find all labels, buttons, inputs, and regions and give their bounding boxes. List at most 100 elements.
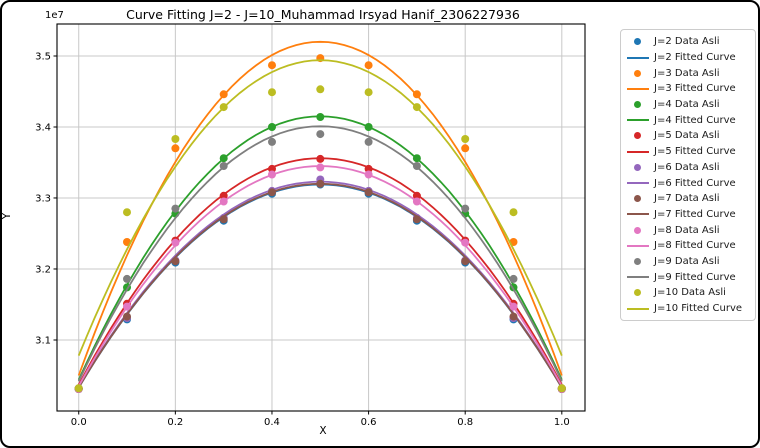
dot-icon <box>634 163 641 171</box>
legend-item: J=4 Fitted Curve <box>621 112 755 128</box>
data-point-j9 <box>364 137 373 146</box>
line-icon <box>626 182 649 185</box>
legend-item: J=8 Data Asli <box>621 222 755 238</box>
legend-item-label: J=5 Data Asli <box>654 130 720 142</box>
data-point-j10 <box>461 135 470 143</box>
fitted-curve-j10 <box>77 59 563 356</box>
data-point-j3 <box>171 144 180 153</box>
data-point-j3 <box>461 144 470 153</box>
data-point-j8 <box>412 197 421 206</box>
legend-dot-marker <box>621 38 654 46</box>
data-point-j8 <box>364 170 373 179</box>
legend-dot-marker <box>621 101 654 109</box>
data-point-j7 <box>509 312 518 321</box>
data-point-j9 <box>412 162 421 170</box>
data-point-j4 <box>364 123 373 131</box>
fitted-curve-j2 <box>77 183 563 389</box>
data-point-j10 <box>557 384 566 393</box>
legend-dot-marker <box>621 69 654 77</box>
data-point-j9 <box>316 130 325 139</box>
legend-item: J=8 Fitted Curve <box>621 238 755 254</box>
data-point-j9 <box>509 274 518 283</box>
dot-icon <box>634 69 641 77</box>
line-icon <box>626 213 649 216</box>
data-point-j9 <box>219 162 228 170</box>
legend-item-label: J=2 Data Asli <box>654 36 720 48</box>
line-icon <box>626 244 649 247</box>
data-point-j7 <box>268 188 276 197</box>
legend-item: J=10 Data Asli <box>621 285 755 301</box>
legend-item: J=9 Fitted Curve <box>621 269 755 285</box>
data-point-j5 <box>316 154 325 163</box>
data-point-j3 <box>268 61 276 70</box>
legend-item: J=6 Data Asli <box>621 160 755 176</box>
data-point-j4 <box>412 154 421 163</box>
x-tick-label: 0.6 <box>361 417 377 428</box>
line-icon <box>626 150 649 153</box>
legend-item-label: J=3 Data Asli <box>654 67 720 79</box>
x-tick-label: 0.2 <box>167 417 183 428</box>
legend-item: J=7 Data Asli <box>621 191 755 207</box>
data-point-j4 <box>219 154 228 163</box>
legend-item-label: J=9 Fitted Curve <box>654 271 736 283</box>
legend-line-marker <box>621 276 654 279</box>
data-point-j10 <box>412 103 421 112</box>
legend-line-marker <box>621 119 654 122</box>
legend-dot-marker <box>621 132 654 140</box>
fitted-curve-j7 <box>77 182 563 389</box>
y-tick-label: 3.1 <box>35 335 51 346</box>
legend-item-label: J=8 Data Asli <box>654 224 720 236</box>
data-point-j9 <box>123 274 131 283</box>
legend-dot-marker <box>621 257 654 265</box>
dot-icon <box>634 38 641 46</box>
x-tick-label: 1.0 <box>554 417 570 428</box>
data-points-j3 <box>74 54 566 393</box>
data-point-j9 <box>461 204 470 213</box>
data-point-j10 <box>364 88 373 97</box>
legend-line-marker <box>621 56 654 59</box>
data-point-j9 <box>268 137 276 146</box>
data-point-j8 <box>171 238 180 247</box>
data-point-j7 <box>171 257 180 266</box>
data-point-j5 <box>412 191 421 200</box>
legend-item-label: J=10 Data Asli <box>654 287 726 299</box>
x-axis-label: X <box>319 425 327 437</box>
legend-dot-marker <box>621 289 654 297</box>
fitted-curve-j9 <box>77 125 563 382</box>
data-point-j7 <box>364 188 373 197</box>
legend-item: J=6 Fitted Curve <box>621 175 755 191</box>
legend-dot-marker <box>621 163 654 171</box>
legend-item: J=3 Data Asli <box>621 65 755 81</box>
data-point-j8 <box>268 170 276 179</box>
data-point-j5 <box>268 164 276 173</box>
data-points-j9 <box>74 130 566 393</box>
legend-line-marker <box>621 150 654 153</box>
data-point-j8 <box>316 163 325 172</box>
dot-icon <box>634 101 641 109</box>
data-point-j10 <box>268 88 276 97</box>
legend-item: J=9 Data Asli <box>621 254 755 270</box>
data-point-j10 <box>316 85 325 94</box>
data-point-j10 <box>171 135 180 143</box>
legend-line-marker <box>621 213 654 216</box>
data-point-j3 <box>364 61 373 70</box>
data-point-j7 <box>123 312 131 321</box>
legend-item: J=7 Fitted Curve <box>621 207 755 223</box>
y-tick-label: 3.3 <box>35 193 51 204</box>
x-tick-label: 0.0 <box>71 417 87 428</box>
x-tick-label: 0.4 <box>264 417 280 428</box>
legend-item-label: J=3 Fitted Curve <box>654 83 736 95</box>
data-point-j8 <box>509 302 518 311</box>
dot-icon <box>634 132 641 140</box>
x-tick-label: 0.8 <box>457 417 473 428</box>
legend-item-label: J=8 Fitted Curve <box>654 240 736 252</box>
legend-item-label: J=5 Fitted Curve <box>654 146 736 158</box>
data-point-j7 <box>316 179 325 188</box>
legend-item: J=4 Data Asli <box>621 97 755 113</box>
data-point-j7 <box>219 215 228 224</box>
chart-title: Curve Fitting J=2 - J=10_Muhammad Irsyad… <box>126 7 520 22</box>
y-tick-label: 3.2 <box>35 264 51 275</box>
legend: J=2 Data Asli J=2 Fitted Curve J=3 Data As… <box>620 29 756 322</box>
legend-dot-marker <box>621 195 654 203</box>
